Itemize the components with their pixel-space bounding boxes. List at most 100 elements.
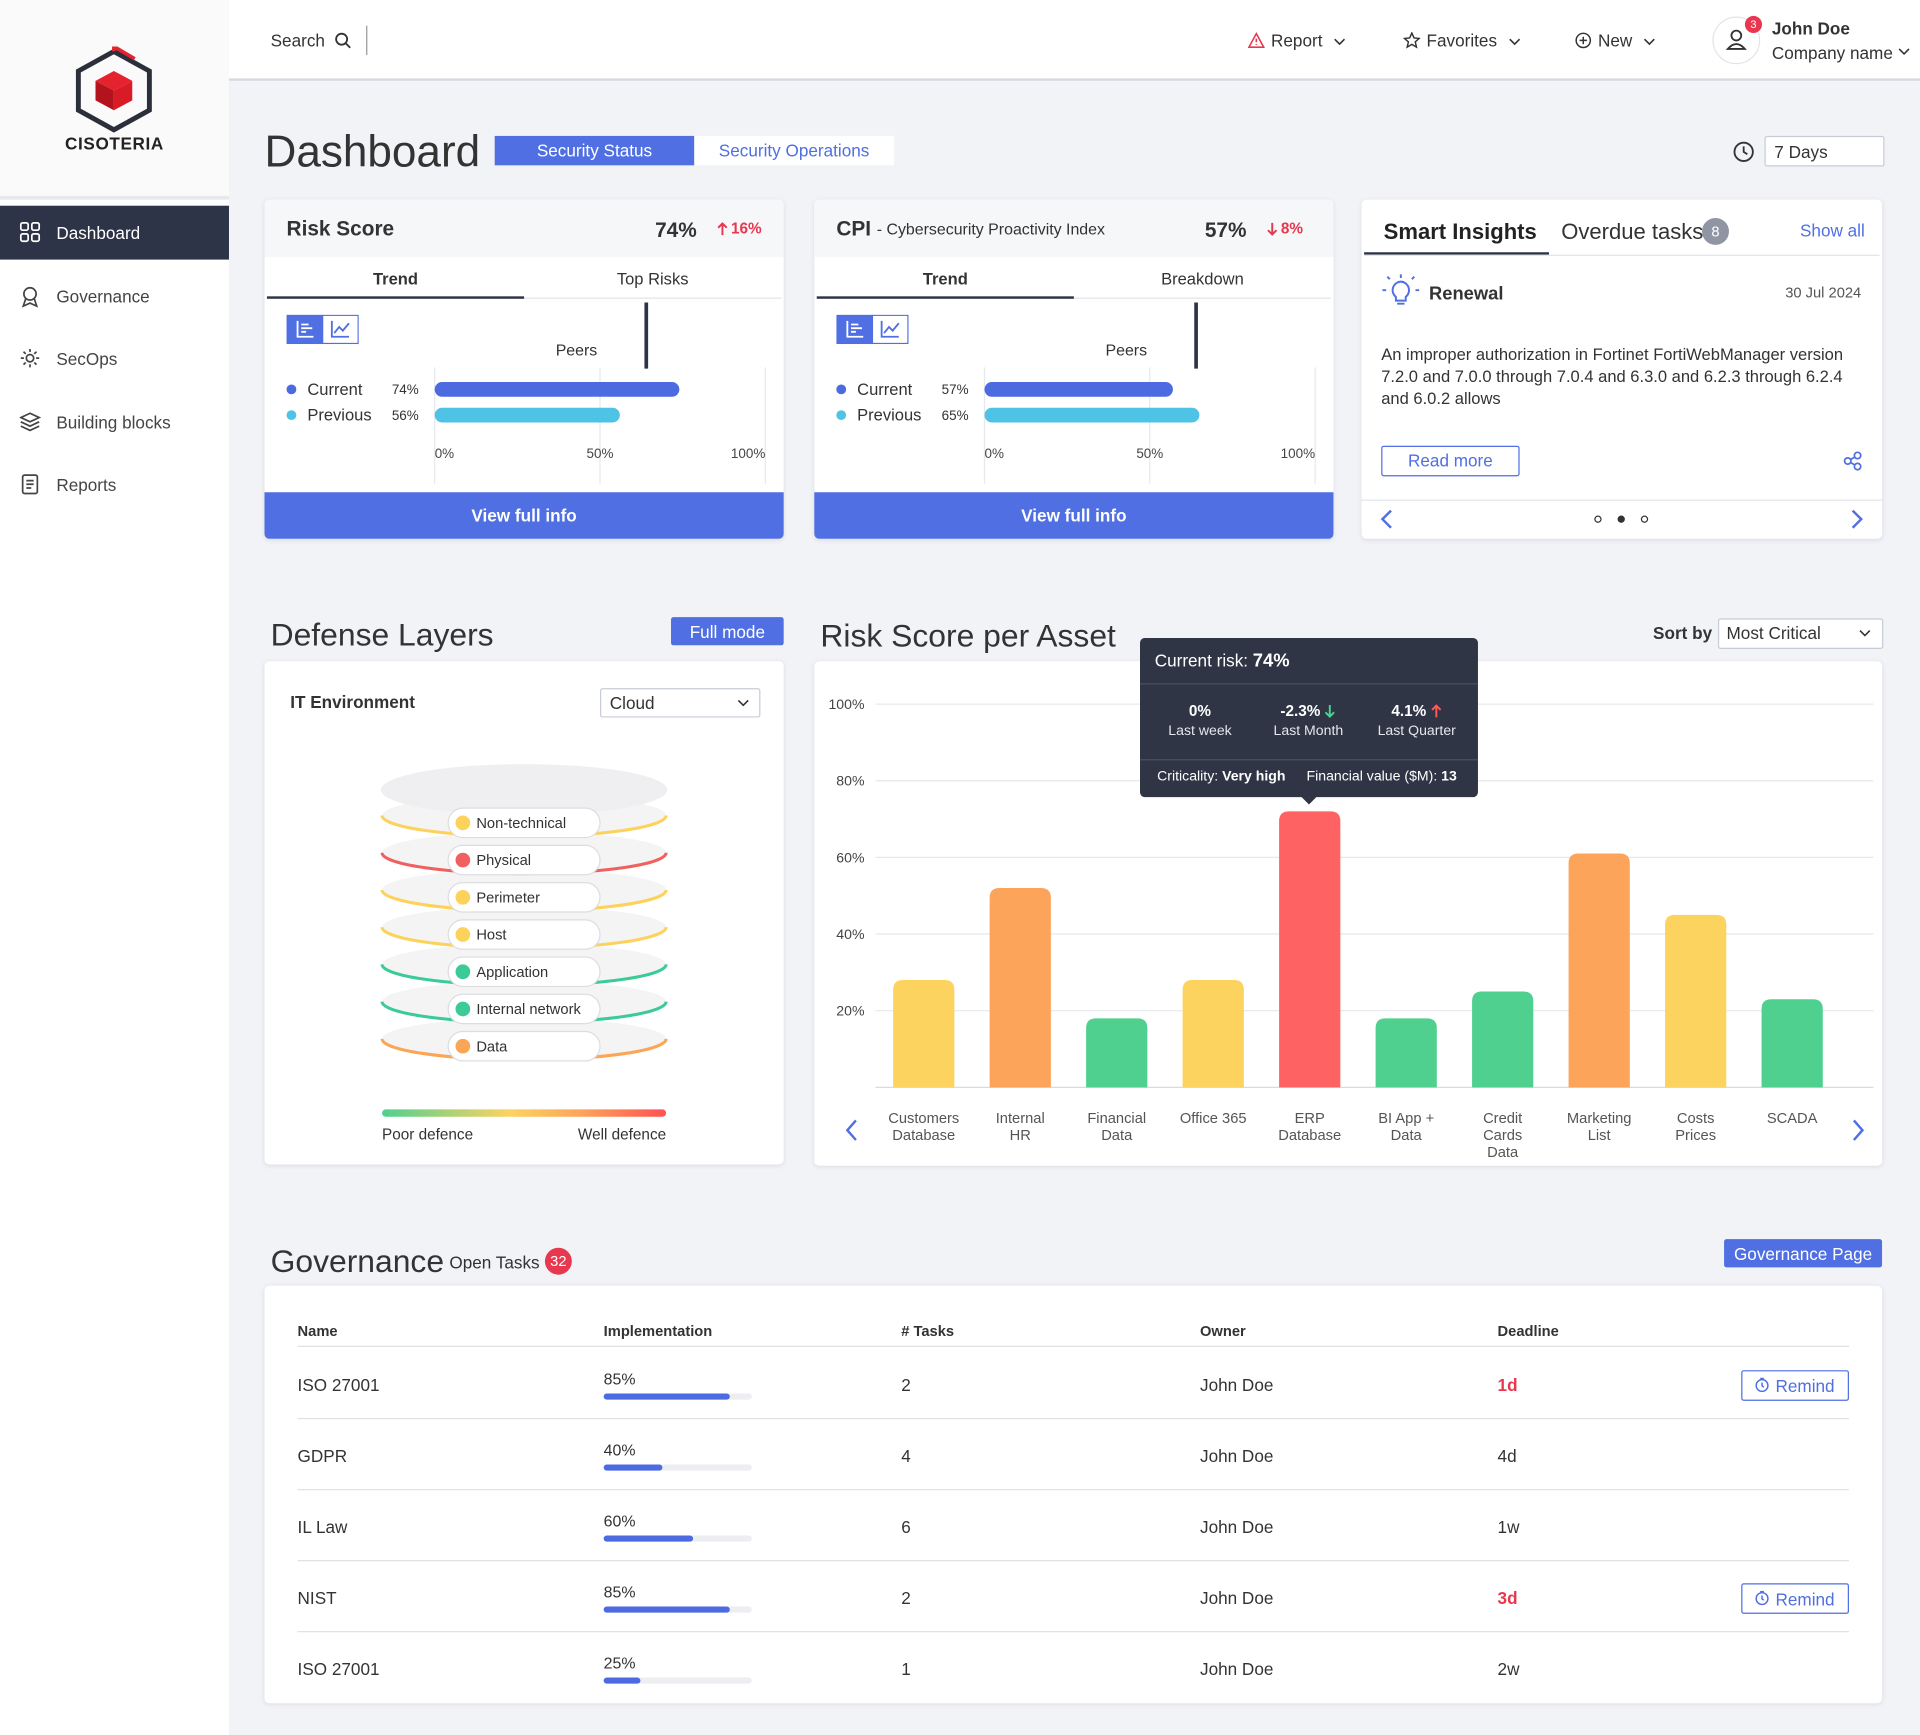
chevron: [1643, 38, 1655, 46]
sort-select[interactable]: [1717, 618, 1884, 649]
x-tick-label: Internal HR: [995, 1109, 1045, 1144]
section-title: Risk Score per Asset: [820, 617, 1116, 654]
stat-label: Last Month: [1273, 723, 1344, 739]
card-tab[interactable]: Top Risks: [616, 269, 689, 289]
progress-track: [603, 1464, 752, 1471]
remind-button[interactable]: [1741, 1583, 1849, 1614]
view-button[interactable]: View full info: [814, 492, 1334, 539]
column-header: Deadline: [1497, 1322, 1559, 1340]
search-divider: [366, 25, 368, 56]
insights-tabs-line: [1364, 254, 1880, 256]
view-toggle[interactable]: [286, 314, 359, 345]
card-tab[interactable]: Trend: [922, 269, 968, 289]
insights-tab[interactable]: Smart Insights: [1383, 219, 1537, 244]
card-tab[interactable]: Breakdown: [1161, 269, 1244, 289]
menu-icon: [1403, 31, 1421, 49]
section-title: Governance: [270, 1242, 445, 1280]
overdue-tab[interactable]: Overdue tasks: [1561, 219, 1704, 244]
nav-item[interactable]: Dashboard: [56, 222, 141, 243]
progress-bar: [603, 1677, 641, 1684]
governance-page-button[interactable]: Governance Page: [1724, 1239, 1883, 1268]
x-tick-label: Office 365: [1179, 1109, 1247, 1127]
progress-bar: [603, 1606, 730, 1613]
next-arrow[interactable]: [1849, 509, 1864, 529]
open-tasks-label: Open Tasks: [449, 1252, 540, 1273]
show-all[interactable]: Show all: [1800, 220, 1865, 241]
column-header: Name: [297, 1322, 338, 1340]
read-more[interactable]: Read more: [1381, 445, 1520, 477]
tasks: 2: [901, 1375, 911, 1395]
implementation-label: 60%: [603, 1511, 636, 1531]
prev-arrow[interactable]: [845, 1119, 860, 1141]
sort-label: Sort by: [1653, 623, 1713, 643]
x-tick-label: Marketing List: [1566, 1109, 1632, 1144]
environment-select[interactable]: [600, 688, 761, 718]
period-select[interactable]: [1764, 135, 1885, 167]
tasks: 4: [901, 1446, 911, 1466]
column-header: Implementation: [603, 1322, 713, 1340]
owner: John Doe: [1200, 1446, 1274, 1466]
menu[interactable]: Favorites: [1426, 30, 1498, 51]
company-name[interactable]: Company name: [1771, 42, 1893, 63]
prev-arrow[interactable]: [1380, 509, 1395, 529]
tasks: 2: [901, 1588, 911, 1608]
full-mode-button[interactable]: Full mode: [671, 617, 784, 646]
progress-bar: [603, 1464, 663, 1471]
menu[interactable]: Report: [1271, 30, 1323, 51]
progress-bar: [603, 1535, 693, 1542]
header-tab[interactable]: Security Operations: [694, 135, 894, 166]
menu-icon: [1575, 32, 1592, 49]
topbar: [228, 0, 1920, 81]
nav-item[interactable]: Reports: [56, 475, 117, 495]
clock-icon: [1733, 141, 1754, 162]
share-icon[interactable]: [1843, 451, 1864, 472]
tooltip: Current risk: 74% 0% Last week -2.3% Last M…: [1140, 637, 1478, 805]
pager-dot[interactable]: [1594, 515, 1602, 523]
row-line: [297, 1560, 1849, 1562]
implementation-label: 40%: [603, 1440, 636, 1459]
defense-card: [264, 661, 784, 1165]
column-header: Owner: [1200, 1322, 1246, 1340]
x-tick-label: ERP Database: [1278, 1109, 1342, 1144]
stat-value: -2.3%: [1254, 704, 1362, 719]
view-toggle[interactable]: [836, 314, 909, 345]
x-tick-label: Customers Database: [888, 1109, 960, 1144]
row-line: [297, 1488, 1849, 1491]
progress-track: [603, 1677, 752, 1684]
row-line: [297, 1417, 1849, 1420]
insights-card: [1361, 199, 1883, 539]
stat-label: Last week: [1168, 723, 1232, 739]
card-header: [814, 199, 1334, 258]
nav-icon: [19, 222, 41, 243]
card-tab[interactable]: Trend: [372, 269, 419, 289]
remind-button[interactable]: [1741, 1370, 1849, 1401]
card-title: Risk Score: [286, 217, 395, 241]
search-icon: [335, 32, 351, 49]
header-tab[interactable]: Security Status: [494, 135, 695, 166]
nav-item[interactable]: SecOps: [56, 348, 118, 369]
menu[interactable]: New: [1597, 30, 1633, 51]
insights-footer-line: [1361, 499, 1883, 501]
financial-label: Financial value ($M):: [1306, 769, 1438, 784]
nav-item[interactable]: Building blocks: [56, 412, 171, 432]
remind-label: Remind: [1775, 1589, 1835, 1609]
chevron: [737, 699, 749, 707]
card-header: [264, 199, 784, 258]
search[interactable]: Search: [270, 30, 325, 51]
deadline: 3d: [1497, 1588, 1518, 1608]
pager-dot[interactable]: [1640, 515, 1649, 523]
page-title: Dashboard: [264, 126, 481, 177]
card-change: 8%: [1280, 220, 1303, 238]
pager-dot[interactable]: [1617, 515, 1625, 523]
nav-icon: [20, 348, 40, 368]
row-name: ISO 27001: [297, 1375, 380, 1395]
view-button[interactable]: View full info: [264, 492, 784, 539]
defence-gradient: [382, 1109, 667, 1117]
nav-item[interactable]: Governance: [56, 285, 150, 306]
next-arrow[interactable]: [1850, 1119, 1865, 1141]
row-name: NIST: [297, 1588, 337, 1608]
open-tasks-badge: 32: [544, 1247, 572, 1275]
tabs-line: [266, 297, 782, 299]
tooltip-title-text: Current risk:: [1154, 650, 1249, 671]
criticality: Very high: [1222, 769, 1286, 784]
